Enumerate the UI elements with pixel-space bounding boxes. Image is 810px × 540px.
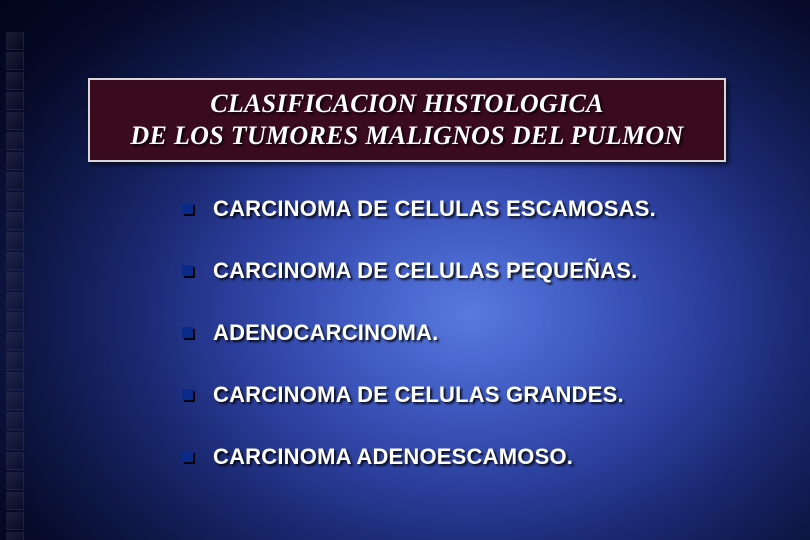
decorative-square xyxy=(6,172,24,190)
decorative-square xyxy=(6,52,24,70)
list-item: CARCINOMA DE CELULAS GRANDES. xyxy=(182,382,742,408)
list-item: CARCINOMA DE CELULAS PEQUEÑAS. xyxy=(182,258,742,284)
decorative-square xyxy=(6,432,24,450)
square-bullet-icon xyxy=(182,327,195,340)
square-bullet-icon xyxy=(182,265,195,278)
decorative-square xyxy=(6,312,24,330)
title-text: CLASIFICACION HISTOLOGICADE LOS TUMORES … xyxy=(130,88,683,151)
decorative-square xyxy=(6,92,24,110)
decorative-square xyxy=(6,372,24,390)
square-bullet-icon xyxy=(182,451,195,464)
decorative-square xyxy=(6,392,24,410)
list-item-label: ADENOCARCINOMA. xyxy=(213,320,438,346)
decorative-square xyxy=(6,132,24,150)
list-item-label: CARCINOMA DE CELULAS GRANDES. xyxy=(213,382,624,408)
list-item-label: CARCINOMA DE CELULAS PEQUEÑAS. xyxy=(213,258,637,284)
decorative-square xyxy=(6,532,24,540)
decorative-square xyxy=(6,332,24,350)
decorative-square xyxy=(6,112,24,130)
decorative-square xyxy=(6,472,24,490)
square-bullet-icon xyxy=(182,203,195,216)
title-box: CLASIFICACION HISTOLOGICADE LOS TUMORES … xyxy=(88,78,726,162)
decorative-square xyxy=(6,352,24,370)
decorative-square xyxy=(6,272,24,290)
decorative-square xyxy=(6,292,24,310)
decorative-square xyxy=(6,512,24,530)
bullet-list: CARCINOMA DE CELULAS ESCAMOSAS. CARCINOMA… xyxy=(182,196,742,470)
decorative-square xyxy=(6,72,24,90)
left-decorative-squares xyxy=(6,32,28,540)
list-item: CARCINOMA DE CELULAS ESCAMOSAS. xyxy=(182,196,742,222)
list-item-label: CARCINOMA ADENOESCAMOSO. xyxy=(213,444,573,470)
decorative-square xyxy=(6,492,24,510)
decorative-square xyxy=(6,192,24,210)
decorative-square xyxy=(6,152,24,170)
list-item-label: CARCINOMA DE CELULAS ESCAMOSAS. xyxy=(213,196,656,222)
square-bullet-icon xyxy=(182,389,195,402)
list-item: ADENOCARCINOMA. xyxy=(182,320,742,346)
decorative-square xyxy=(6,452,24,470)
decorative-square xyxy=(6,412,24,430)
list-item: CARCINOMA ADENOESCAMOSO. xyxy=(182,444,742,470)
decorative-square xyxy=(6,32,24,50)
decorative-square xyxy=(6,252,24,270)
decorative-square xyxy=(6,232,24,250)
decorative-square xyxy=(6,212,24,230)
